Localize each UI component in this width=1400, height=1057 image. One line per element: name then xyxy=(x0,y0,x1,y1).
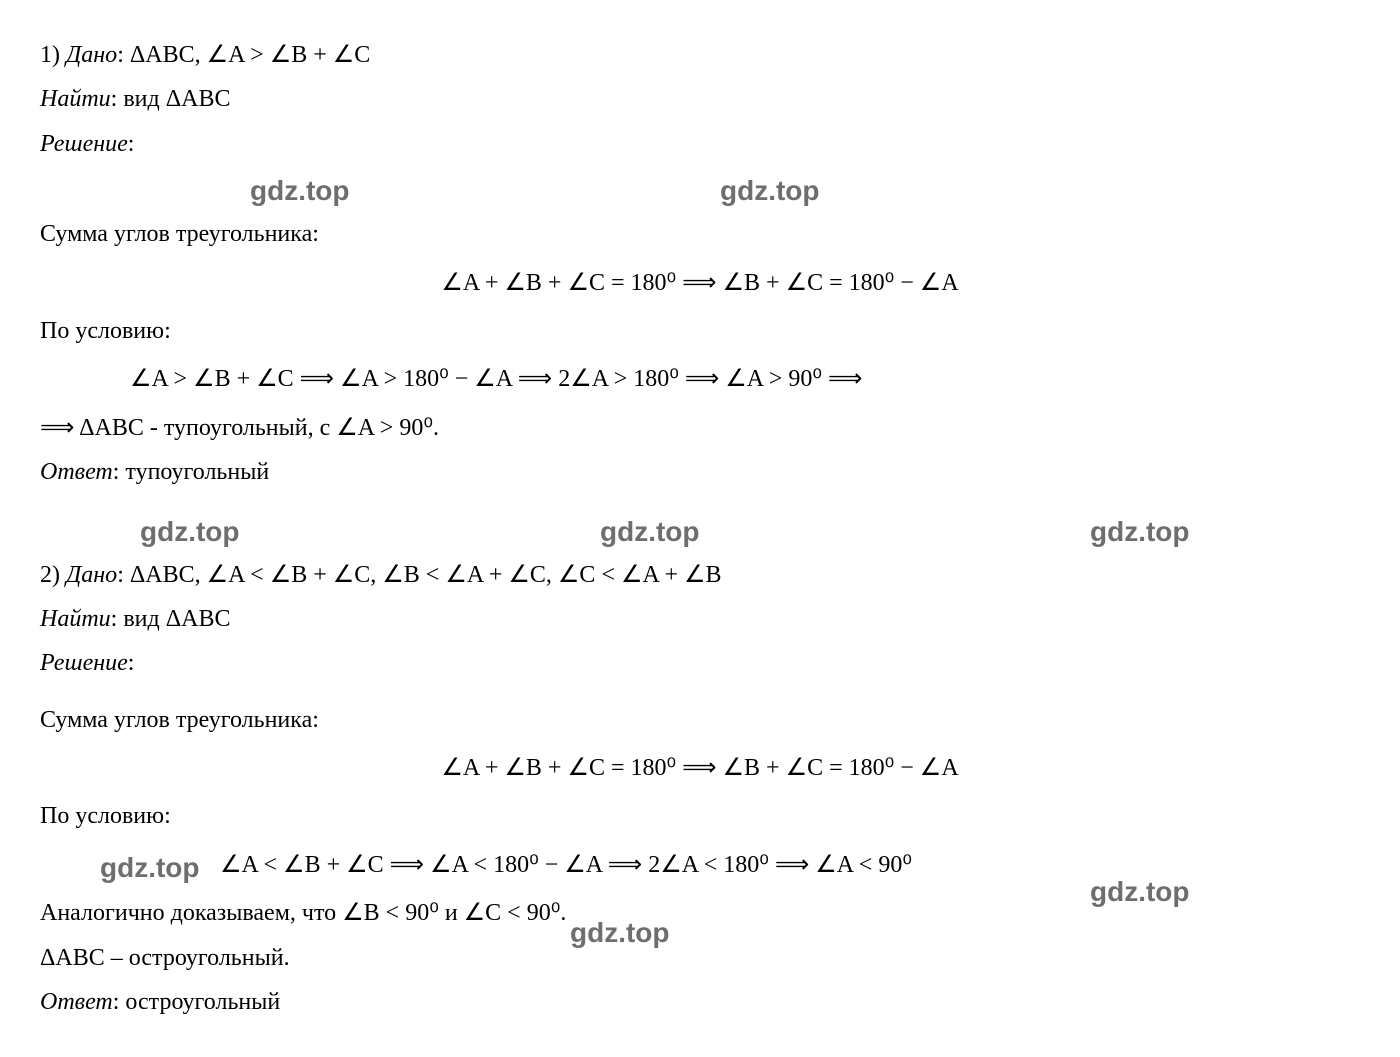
watermark-row-1: gdz.top gdz.top xyxy=(40,169,1360,209)
given-label: Дано xyxy=(66,562,117,588)
p2-formula1: ∠A + ∠B + ∠C = 180⁰ ⟹ ∠B + ∠C = 180⁰ − ∠… xyxy=(40,749,1360,787)
watermark: gdz.top xyxy=(100,846,200,891)
watermark: gdz.top xyxy=(250,169,350,214)
watermark: gdz.top xyxy=(1090,510,1190,555)
p1-formula2: ∠A > ∠B + ∠C ⟹ ∠A > 180⁰ − ∠A ⟹ 2∠A > 18… xyxy=(130,360,1360,398)
p1-sum-label: Сумма углов треугольника: xyxy=(40,215,1360,253)
p2-formula2-wrap: gdz.top ∠A < ∠B + ∠C ⟹ ∠A < 180⁰ − ∠A ⟹ … xyxy=(40,846,1360,884)
p2-sum-label: Сумма углов треугольника: xyxy=(40,701,1360,739)
given-text: : ΔABC, ∠A > ∠B + ∠C xyxy=(117,42,370,68)
watermark: gdz.top xyxy=(140,510,240,555)
p2-bycond: По условию: xyxy=(40,797,1360,835)
p1-find: Найти: вид ΔABC xyxy=(40,80,1360,118)
watermark: gdz.top xyxy=(570,911,670,956)
watermark: gdz.top xyxy=(1090,870,1190,915)
p2-conclusion-wrap: ΔABC – остроугольный. gdz.top xyxy=(40,939,1360,977)
p2-given: 2) Дано: ΔABC, ∠A < ∠B + ∠C, ∠B < ∠A + ∠… xyxy=(40,556,1360,594)
given-label: Дано xyxy=(66,42,117,68)
find-label: Найти xyxy=(40,86,111,112)
watermark: gdz.top xyxy=(720,169,820,214)
p1-given: 1) Дано: ΔABC, ∠A > ∠B + ∠C xyxy=(40,36,1360,74)
answer-label: Ответ xyxy=(40,459,113,485)
p2-find: Найти: вид ΔABC xyxy=(40,600,1360,638)
answer-text: : остроугольный xyxy=(113,989,280,1015)
p1-bycond: По условию: xyxy=(40,312,1360,350)
find-text: : вид ΔABC xyxy=(111,606,231,632)
p1-formula1: ∠A + ∠B + ∠C = 180⁰ ⟹ ∠B + ∠C = 180⁰ − ∠… xyxy=(40,264,1360,302)
answer-text: : тупоугольный xyxy=(113,459,269,485)
answer-label: Ответ xyxy=(40,989,113,1015)
p1-solution-label: Решение: xyxy=(40,125,1360,163)
solution-colon: : xyxy=(128,650,135,676)
given-text: : ΔABC, ∠A < ∠B + ∠C, ∠B < ∠A + ∠C, ∠C <… xyxy=(117,562,721,588)
p1-formula2b: ⟹ ΔABC - тупоугольный, с ∠A > 90⁰. xyxy=(40,409,1360,447)
watermark: gdz.top xyxy=(600,510,700,555)
p2-conclusion: ΔABC – остроугольный. xyxy=(40,939,1360,977)
solution-colon: : xyxy=(128,131,135,157)
p1-answer: Ответ: тупоугольный xyxy=(40,453,1360,491)
find-text: : вид ΔABC xyxy=(111,86,231,112)
find-label: Найти xyxy=(40,606,111,632)
watermark-row-2: gdz.top gdz.top gdz.top xyxy=(40,510,1360,550)
p2-solution-label: Решение: xyxy=(40,644,1360,682)
solution-label: Решение xyxy=(40,650,128,676)
solution-label: Решение xyxy=(40,131,128,157)
p2-answer: Ответ: остроугольный xyxy=(40,983,1360,1021)
